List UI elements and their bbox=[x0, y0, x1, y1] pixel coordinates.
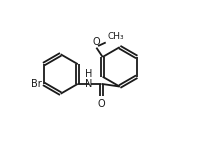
Text: H: H bbox=[85, 69, 92, 79]
Text: Br: Br bbox=[31, 79, 42, 89]
Text: O: O bbox=[93, 37, 100, 47]
Text: CH₃: CH₃ bbox=[108, 32, 124, 41]
Text: N: N bbox=[85, 79, 92, 89]
Text: O: O bbox=[98, 99, 105, 109]
